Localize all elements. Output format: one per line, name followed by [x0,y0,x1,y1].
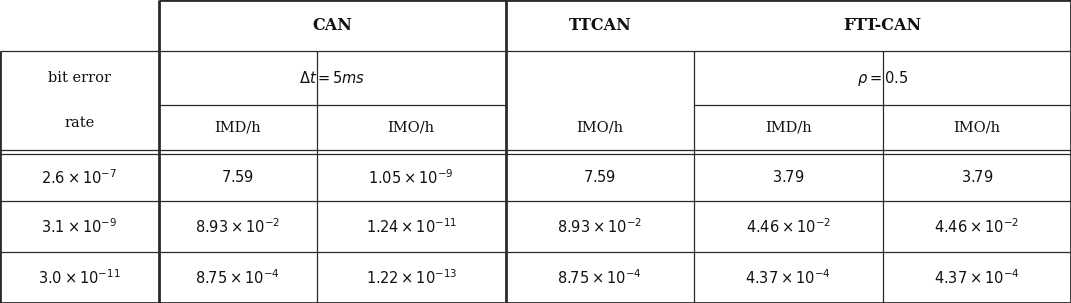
Text: $\Delta t = 5ms$: $\Delta t = 5ms$ [299,70,365,86]
Text: $3.0 \times 10^{-11}$: $3.0 \times 10^{-11}$ [37,268,121,287]
Text: $8.93 \times 10^{-2}$: $8.93 \times 10^{-2}$ [195,217,281,236]
Text: IMO/h: IMO/h [953,121,1000,135]
Text: $1.22 \times 10^{-13}$: $1.22 \times 10^{-13}$ [365,268,457,287]
Text: $2.6 \times 10^{-7}$: $2.6 \times 10^{-7}$ [41,168,118,187]
Text: $4.46 \times 10^{-2}$: $4.46 \times 10^{-2}$ [934,217,1020,236]
Text: $7.59$: $7.59$ [222,169,254,185]
Text: IMO/h: IMO/h [576,121,623,135]
Text: $1.05 \times 10^{-9}$: $1.05 \times 10^{-9}$ [368,168,454,187]
Text: $3.79$: $3.79$ [961,169,993,185]
Text: $3.79$: $3.79$ [772,169,804,185]
Text: $4.37 \times 10^{-4}$: $4.37 \times 10^{-4}$ [934,268,1020,287]
Text: TTCAN: TTCAN [569,17,631,34]
Text: FTT-CAN: FTT-CAN [844,17,921,34]
Text: $8.75 \times 10^{-4}$: $8.75 \times 10^{-4}$ [195,268,281,287]
Text: $8.75 \times 10^{-4}$: $8.75 \times 10^{-4}$ [557,268,643,287]
Text: $4.46 \times 10^{-2}$: $4.46 \times 10^{-2}$ [745,217,831,236]
Text: $4.37 \times 10^{-4}$: $4.37 \times 10^{-4}$ [745,268,831,287]
Text: $7.59$: $7.59$ [584,169,616,185]
Text: IMO/h: IMO/h [388,121,435,135]
Text: $8.93 \times 10^{-2}$: $8.93 \times 10^{-2}$ [557,217,643,236]
Text: IMD/h: IMD/h [765,121,812,135]
Text: bit error

rate: bit error rate [48,71,110,130]
Text: IMD/h: IMD/h [214,121,261,135]
Text: $1.24 \times 10^{-11}$: $1.24 \times 10^{-11}$ [365,217,457,236]
Text: $\rho = 0.5$: $\rho = 0.5$ [857,68,908,88]
Text: $3.1 \times 10^{-9}$: $3.1 \times 10^{-9}$ [41,217,118,236]
Text: CAN: CAN [312,17,352,34]
